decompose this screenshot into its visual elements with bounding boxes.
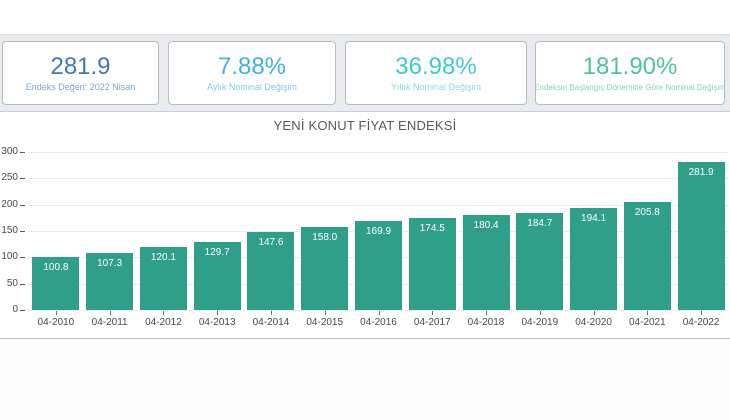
y-gridline <box>29 178 728 180</box>
stat-card-value: 181.90% <box>582 53 678 81</box>
chart-bar-04-2015[interactable]: 158.0 <box>301 226 349 310</box>
chart-bar-04-2013[interactable]: 129.7 <box>193 241 241 310</box>
chart-bar-04-2011[interactable]: 107.3 <box>86 253 134 310</box>
bar-value-label: 194.1 <box>581 212 607 224</box>
y-axis-tick-label: 250 <box>1 172 18 184</box>
stat-card: 36.98% Yıllık Nominal Değişim <box>345 41 527 105</box>
bar-value-label: 100.8 <box>43 261 69 273</box>
chart-bar-04-2017[interactable]: 174.5 <box>408 218 456 310</box>
x-axis-tick-label: 04-2020 <box>575 317 612 328</box>
x-axis-tick <box>539 311 541 315</box>
y-axis-tick <box>20 310 25 311</box>
y-axis-tick-label: 200 <box>1 198 18 210</box>
bar-value-label: 174.5 <box>419 223 445 235</box>
x-axis-tick <box>324 311 326 315</box>
y-axis-tick <box>20 178 25 180</box>
y-axis-tick <box>20 257 25 259</box>
x-axis-tick <box>270 311 272 315</box>
bar-value-label: 158.0 <box>312 231 338 243</box>
bar-value-label: 120.1 <box>150 251 176 263</box>
stat-card: 181.90% Endeksin Başlangıç Dönemine Göre … <box>535 41 725 105</box>
x-axis-tick <box>432 311 434 315</box>
x-axis-tick <box>378 311 380 315</box>
bar-value-label: 184.7 <box>527 217 553 229</box>
chart-bar-04-2014[interactable]: 147.6 <box>247 232 295 310</box>
x-axis-tick-label: 04-2014 <box>252 317 290 328</box>
y-axis-tick <box>20 204 25 206</box>
chart-bar-04-2022[interactable]: 281.9 <box>677 161 725 310</box>
y-axis-tick-label: 50 <box>6 277 18 289</box>
page-bottom-whitespace <box>0 339 730 420</box>
x-axis-tick-label: 04-2010 <box>37 317 75 328</box>
x-axis-tick-label: 04-2021 <box>628 317 666 328</box>
x-axis-tick <box>109 311 111 315</box>
x-axis-tick <box>647 311 649 315</box>
stat-card-label: Endeksin Başlangıç Dönemine Göre Nominal… <box>535 82 725 92</box>
stat-card: 7.88% Aylık Nominal Değişim <box>168 41 336 105</box>
stat-card-label: Aylık Nominal Değişim <box>207 82 297 93</box>
y-axis-tick-label: 150 <box>1 225 18 236</box>
y-axis-tick-label: 100 <box>1 251 18 263</box>
x-axis-tick <box>701 311 703 315</box>
x-axis-tick-label: 04-2016 <box>360 317 397 328</box>
page-top-whitespace <box>0 0 730 34</box>
chart-panel: YENİ KONUT FİYAT ENDEKSİ 0 50 100 150 200 250… <box>0 112 730 339</box>
y-axis-tick-label: 300 <box>1 146 18 157</box>
chart-bar-04-2018[interactable]: 180.4 <box>462 214 510 310</box>
x-axis-tick-label: 04-2015 <box>306 317 344 328</box>
x-axis-tick-label: 04-2017 <box>413 317 451 328</box>
x-axis-tick-label: 04-2019 <box>521 317 559 328</box>
x-axis-tick <box>217 311 219 315</box>
x-axis-tick-label: 04-2011 <box>91 317 128 328</box>
chart-bar-04-2010[interactable]: 100.8 <box>32 256 80 310</box>
x-axis-tick-label: 04-2013 <box>198 317 236 328</box>
bar-value-label: 205.8 <box>634 206 660 218</box>
chart-bar-04-2012[interactable]: 120.1 <box>139 246 187 310</box>
x-axis-tick <box>593 311 595 315</box>
bar-value-label: 147.6 <box>258 237 284 249</box>
chart-bar-04-2021[interactable]: 205.8 <box>623 201 671 310</box>
stat-cards-band: 281.9 Endeks Değeri: 2022 Nisan 7.88% Aylık… <box>0 34 730 112</box>
stat-card-value: 7.88% <box>217 52 287 80</box>
y-axis-tick <box>20 152 25 153</box>
chart-bar-04-2019[interactable]: 184.7 <box>516 212 564 310</box>
plot-area: 0 50 100 150 200 250 300 100.8 04-2010 107.3 04-20… <box>0 112 730 338</box>
bar-value-label: 169.9 <box>365 225 392 237</box>
y-gridline <box>29 310 728 311</box>
chart-title: YENİ KONUT FİYAT ENDEKSİ <box>273 118 457 133</box>
chart-bar-04-2020[interactable]: 194.1 <box>570 207 618 310</box>
y-axis-tick <box>20 283 25 285</box>
x-axis-tick-label: 04-2022 <box>682 317 720 328</box>
y-gridline <box>29 152 728 153</box>
bar-value-label: 129.7 <box>204 246 230 258</box>
stat-card: 281.9 Endeks Değeri: 2022 Nisan <box>2 41 159 105</box>
stat-card-label: Endeks Değeri: 2022 Nisan <box>25 82 136 93</box>
bar-value-label: 107.3 <box>97 258 123 270</box>
stat-card-value: 281.9 <box>50 52 111 80</box>
stat-card-value: 36.98% <box>395 52 477 80</box>
x-axis-tick <box>486 311 488 315</box>
bar-value-label: 180.4 <box>473 219 499 231</box>
x-axis-tick <box>163 311 165 315</box>
y-axis-tick-label: 0 <box>12 304 18 315</box>
y-axis-tick <box>20 231 25 232</box>
x-axis-tick <box>55 311 57 315</box>
x-axis-tick-label: 04-2012 <box>145 317 182 328</box>
y-gridline <box>29 204 728 206</box>
bar-value-label: 281.9 <box>688 166 714 178</box>
chart-bar-04-2016[interactable]: 169.9 <box>355 220 402 310</box>
x-axis-tick-label: 04-2018 <box>467 317 505 328</box>
stat-card-label: Yıllık Nominal Değişim <box>390 82 482 93</box>
